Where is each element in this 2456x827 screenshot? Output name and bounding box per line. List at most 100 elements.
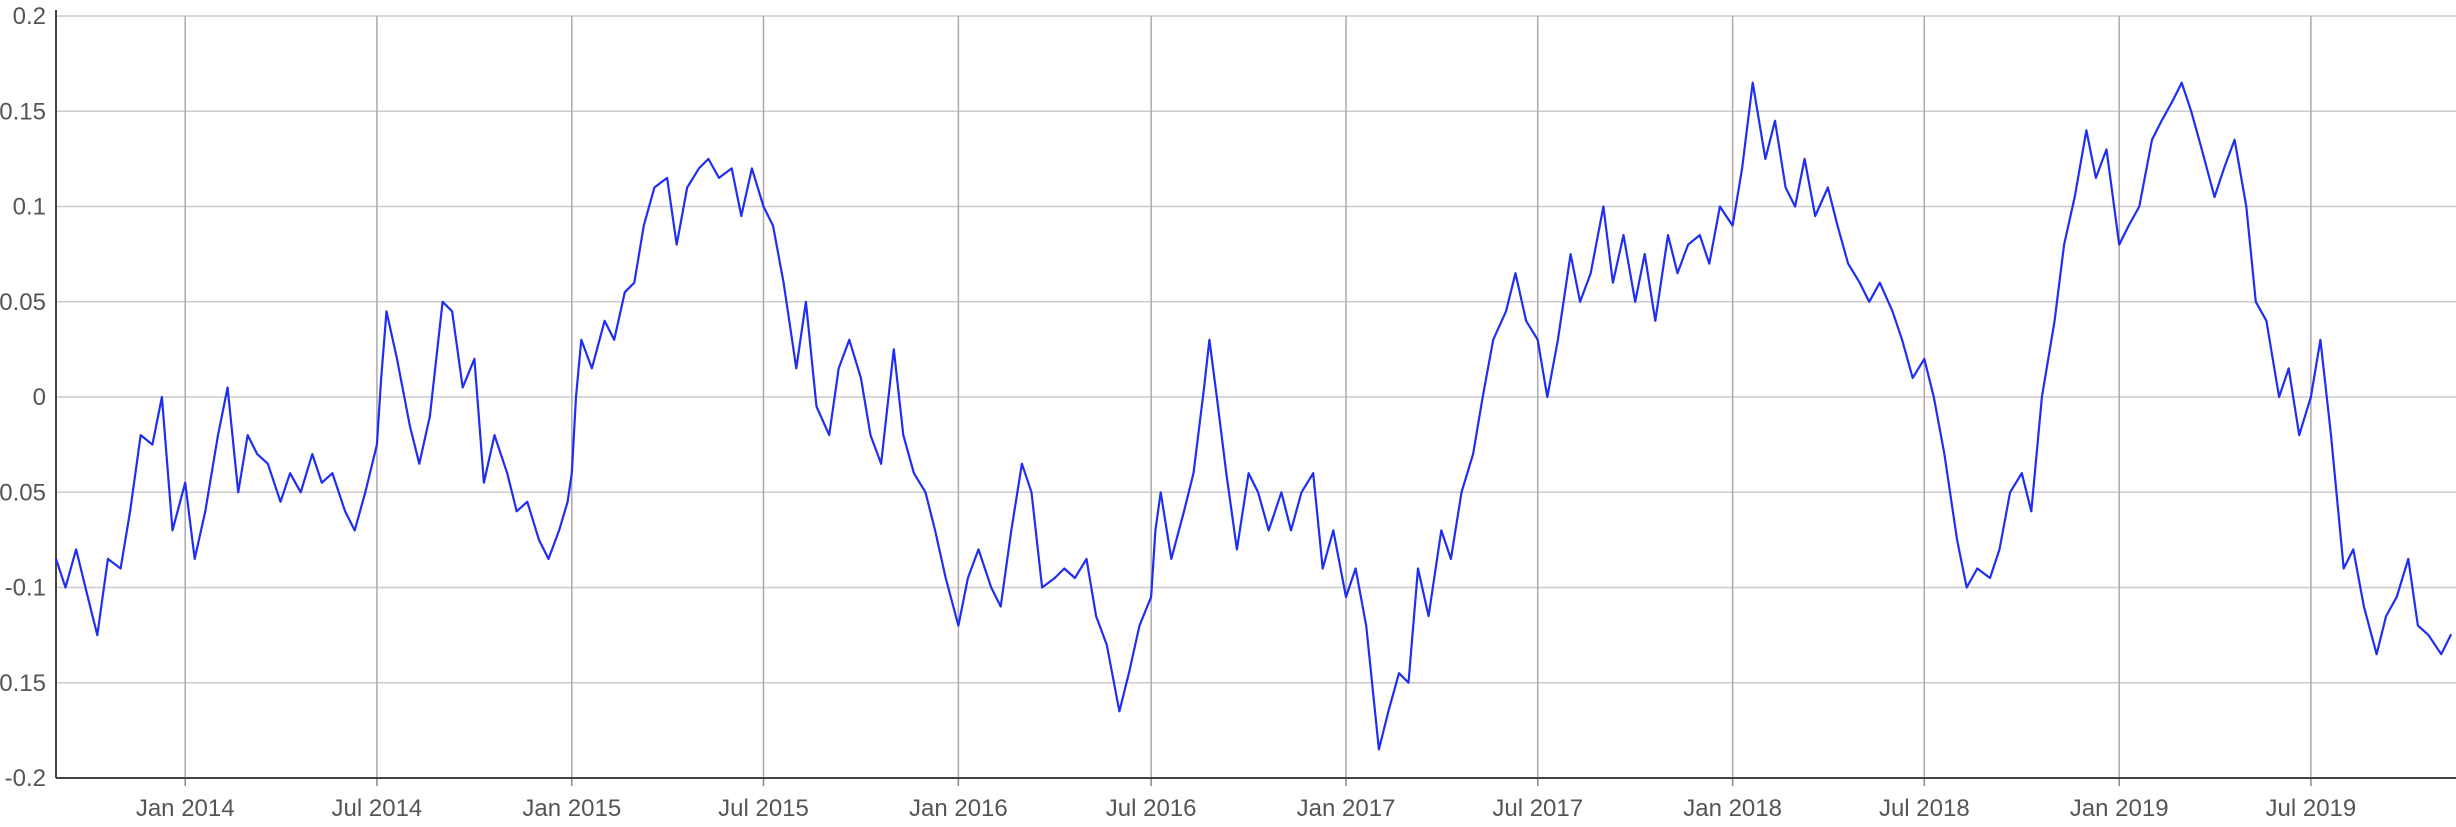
data-point — [686, 186, 688, 189]
data-point — [1751, 81, 1754, 84]
data-point — [2363, 605, 2365, 608]
data-point — [698, 167, 700, 170]
data-point — [418, 462, 421, 465]
data-point — [1154, 529, 1157, 532]
data-point — [837, 367, 840, 370]
data-point — [331, 472, 334, 475]
data-point — [633, 281, 636, 284]
data-point — [1128, 672, 1130, 674]
data-point — [2330, 434, 2332, 436]
data-point — [2085, 129, 2088, 132]
data-point — [1427, 615, 1430, 617]
data-point — [1579, 301, 1581, 303]
data-point — [376, 443, 378, 446]
data-point — [1192, 472, 1195, 475]
data-point — [924, 491, 927, 494]
data-point — [473, 358, 476, 360]
data-point — [772, 224, 774, 227]
horizontal-gridlines — [56, 15, 2456, 779]
data-point — [1589, 272, 1592, 275]
data-point — [624, 291, 626, 294]
data-point — [1676, 272, 1679, 275]
data-point — [1911, 377, 1914, 379]
data-point — [1378, 748, 1380, 751]
data-point — [2021, 472, 2023, 475]
data-point — [1741, 167, 1743, 170]
data-point — [2160, 120, 2163, 122]
data-point — [353, 529, 356, 532]
data-point — [1481, 396, 1484, 398]
y-axis-tick-labels: 0.2 0.15 0.1 0.05 0 0.05 -0.1 0.15 -0.2 — [0, 3, 46, 792]
data-point — [1150, 596, 1152, 598]
data-point — [1965, 586, 1968, 589]
data-point — [1312, 472, 1314, 475]
y-tick-label: 0.15 — [0, 670, 46, 697]
data-point — [1901, 339, 1903, 341]
data-point — [1708, 262, 1711, 265]
data-point — [2171, 100, 2173, 103]
data-point — [1569, 253, 1572, 255]
data-point — [782, 281, 785, 284]
data-point — [2190, 110, 2192, 113]
data-point — [1557, 339, 1559, 341]
data-point — [171, 529, 174, 532]
data-point — [429, 415, 431, 417]
data-point — [1138, 624, 1141, 627]
data-point — [2440, 653, 2442, 655]
data-point — [1643, 253, 1646, 255]
x-tick-label: Jan 2019 — [2070, 795, 2169, 822]
y-tick-label: 0.2 — [13, 3, 46, 30]
data-point — [1159, 491, 1162, 494]
data-point — [2073, 196, 2076, 198]
series-line — [54, 81, 2452, 751]
data-point — [1387, 710, 1390, 713]
data-point — [1354, 567, 1357, 570]
data-point — [1784, 186, 1787, 189]
data-point — [380, 377, 383, 379]
data-point — [1956, 539, 1958, 541]
data-point — [1699, 234, 1701, 236]
data-point — [344, 510, 346, 513]
series-layer — [54, 81, 2452, 751]
data-point — [1183, 510, 1185, 513]
y-tick-label: 0.1 — [13, 194, 46, 221]
data-point — [1440, 529, 1443, 532]
data-point — [1943, 453, 1946, 455]
data-point — [289, 472, 291, 475]
data-point — [451, 310, 453, 313]
x-tick-label: Jan 2018 — [1683, 795, 1782, 822]
data-point — [2030, 510, 2033, 513]
data-point — [2395, 596, 2398, 598]
data-point — [2298, 434, 2300, 436]
data-point — [547, 558, 550, 560]
data-point — [1687, 243, 1689, 246]
x-tick-label: Jul 2015 — [718, 795, 809, 822]
data-point — [204, 510, 207, 513]
data-point — [119, 567, 122, 570]
data-point — [2265, 320, 2268, 322]
y-tick-label: 0.05 — [0, 289, 46, 316]
data-point — [643, 224, 645, 227]
data-point — [2041, 396, 2043, 398]
data-point — [184, 481, 186, 484]
data-point — [2427, 634, 2430, 636]
data-point — [506, 472, 509, 475]
data-point — [1041, 586, 1043, 589]
data-point — [1208, 339, 1211, 341]
data-point — [1731, 224, 1734, 227]
data-point — [267, 462, 269, 465]
data-point — [1332, 529, 1335, 532]
x-tick-label: Jul 2016 — [1106, 795, 1197, 822]
data-point — [957, 624, 960, 627]
data-point — [751, 167, 753, 170]
data-point — [815, 405, 818, 408]
data-point — [2385, 615, 2387, 617]
data-point — [1407, 681, 1410, 684]
data-point — [893, 348, 895, 351]
data-point — [1247, 472, 1250, 475]
data-point — [1216, 396, 1218, 398]
data-point — [1514, 272, 1517, 275]
data-point — [515, 510, 518, 513]
data-point — [666, 177, 668, 179]
data-point — [730, 167, 733, 170]
